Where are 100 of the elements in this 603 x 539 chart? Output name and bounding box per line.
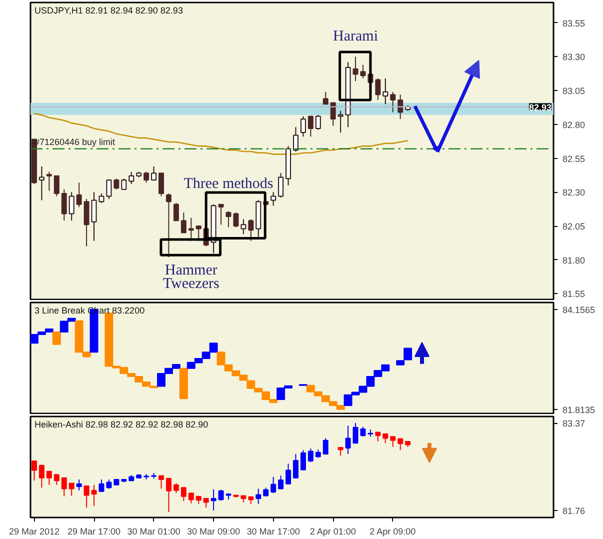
candlestick <box>151 166 157 180</box>
candlestick <box>322 91 328 105</box>
x-tick-label: 2 Apr 09:00 <box>370 526 416 536</box>
chart-title: USDJPY,H1 82.91 82.94 82.90 82.93 <box>34 6 183 16</box>
x-tick-label: 30 Mar 09:00 <box>187 526 240 536</box>
annotation: Three methods <box>184 176 274 192</box>
candlestick <box>76 478 82 491</box>
bar <box>52 331 61 345</box>
candlestick <box>173 202 179 222</box>
candlestick <box>203 498 209 508</box>
y-tick-label: 81.55 <box>562 289 586 300</box>
annotation: Hammer <box>164 262 218 279</box>
y-tick-label: 81.80 <box>562 255 586 266</box>
y-tick-label: 82.05 <box>562 222 586 232</box>
x-tick-label: 30 Mar 01:00 <box>127 526 180 536</box>
candlestick <box>360 426 366 438</box>
candlestick <box>218 204 224 226</box>
x-tick-label: 2 Apr 01:00 <box>310 526 356 536</box>
y-tick-label: 84.1565 <box>562 304 596 315</box>
candlestick <box>46 171 52 192</box>
candlestick <box>352 422 358 444</box>
y-tick-label: 83.30 <box>562 52 586 62</box>
candlestick <box>270 192 276 206</box>
candlestick <box>300 116 306 138</box>
ref-line-label: 82.93 <box>528 102 552 112</box>
candlestick <box>84 198 90 247</box>
candlestick <box>98 478 104 492</box>
candlestick <box>46 470 52 486</box>
candlestick <box>390 91 396 113</box>
candlestick <box>61 477 67 497</box>
candlestick <box>218 489 224 502</box>
candlestick <box>106 478 112 490</box>
candlestick <box>128 171 134 185</box>
candlestick <box>315 114 321 130</box>
candlestick <box>226 210 232 228</box>
candlestick <box>31 460 37 482</box>
candlestick <box>352 56 358 82</box>
y-tick-label: 82.30 <box>562 188 586 198</box>
candlestick <box>292 453 298 479</box>
candlestick <box>158 172 164 197</box>
candlestick <box>91 192 97 242</box>
candlestick <box>188 217 194 242</box>
y-tick-label: 83.55 <box>562 18 586 28</box>
candlestick <box>68 192 74 222</box>
candlestick <box>106 179 112 200</box>
candlestick <box>114 178 120 190</box>
candlestick <box>84 486 90 508</box>
candlestick <box>210 488 216 511</box>
candlestick <box>322 438 328 456</box>
candlestick <box>121 178 127 190</box>
candlestick <box>166 192 172 258</box>
candlestick <box>240 218 246 235</box>
y-tick-label: 81.76 <box>562 506 586 516</box>
y-tick-label: 82.80 <box>562 120 586 130</box>
candlestick <box>286 463 292 485</box>
candlestick <box>61 188 67 222</box>
y-tick-label: 83.05 <box>562 86 586 96</box>
chart-title: Heiken-Ashi 82.98 82.92 82.92 82.98 82.90 <box>34 420 208 430</box>
y-tick-label: 82.55 <box>562 154 586 164</box>
y-tick-label: 83.37 <box>562 418 586 429</box>
candlestick <box>38 464 44 488</box>
annotation: Tweezers <box>162 276 220 292</box>
candlestick <box>375 432 381 442</box>
candlestick <box>158 475 164 490</box>
candlestick <box>173 482 179 494</box>
candlestick <box>233 212 239 228</box>
candlestick <box>308 448 314 463</box>
chart-title: 3 Line Break Chart 83.2200 <box>34 306 145 316</box>
candlestick <box>308 116 314 138</box>
x-tick-label: 29 Mar 17:00 <box>67 526 121 536</box>
x-tick-label: 29 Mar 2012 <box>8 526 60 536</box>
candlestick <box>180 487 186 502</box>
candlestick <box>180 212 186 234</box>
candlestick <box>68 482 74 496</box>
candlestick <box>398 438 404 451</box>
candlestick <box>196 226 202 242</box>
candlestick <box>76 182 82 208</box>
candlestick <box>382 78 388 105</box>
candlestick <box>338 110 344 134</box>
candlestick <box>360 64 366 79</box>
candlestick <box>345 425 351 454</box>
y-tick-label: 81.8135 <box>562 405 596 416</box>
line-series <box>34 112 408 155</box>
candlestick <box>278 475 284 490</box>
annotation: Harami <box>333 28 378 44</box>
candlestick <box>375 78 381 101</box>
candlestick <box>144 171 150 184</box>
candlestick <box>390 436 396 448</box>
x-tick-label: 30 Mar 17:00 <box>246 526 300 536</box>
candlestick <box>98 192 104 204</box>
candlestick <box>292 126 298 152</box>
candlestick <box>330 102 336 126</box>
candlestick <box>270 476 276 494</box>
candlestick <box>54 474 60 486</box>
candlestick <box>248 218 254 242</box>
bar <box>179 368 188 400</box>
candlestick <box>382 433 388 444</box>
candlestick <box>278 172 284 198</box>
candlestick <box>38 166 44 201</box>
candlestick <box>188 492 194 504</box>
